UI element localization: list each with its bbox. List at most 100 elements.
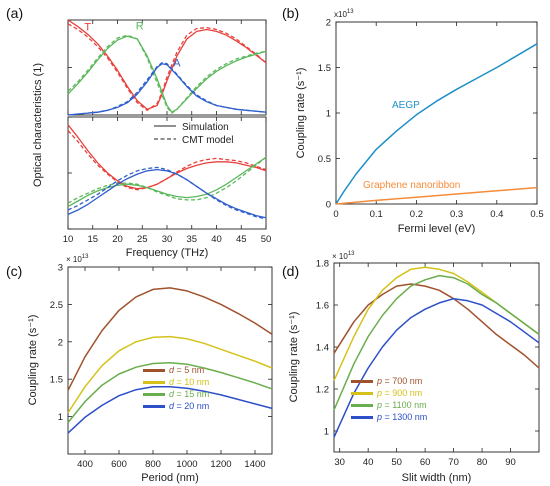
panel-d-series <box>333 266 540 381</box>
panel-a-xtick-label: 20 <box>112 234 123 245</box>
panel-c-series <box>67 287 273 391</box>
panel-c-xlabel: Period (nm) <box>141 472 198 484</box>
panel-a-xtick-label: 35 <box>186 234 197 245</box>
panel-a-xtick-label: 30 <box>162 234 173 245</box>
panel-a-series-A-solid <box>67 63 267 116</box>
panel-b-xtick-label: 0 <box>333 209 338 220</box>
panel-b-series <box>335 43 538 205</box>
panel-d-legend-swatch <box>351 404 373 407</box>
panel-c-legend-text: d = 10 nm <box>169 377 209 387</box>
panel-d-ytick-label: 1 <box>324 427 329 438</box>
panel-c-legend-swatch <box>143 393 165 396</box>
panel-c-label: (c) <box>6 263 22 279</box>
panel-d-ytick-label: 1.8 <box>316 259 329 270</box>
panel-c-ytick-label: 2 <box>58 337 63 348</box>
panel-d-xtick-label: 70 <box>448 457 459 468</box>
panel-b-multiplier: x1013 <box>334 9 354 19</box>
panel-d-ylabel: Coupling rate (s⁻¹) <box>288 312 300 403</box>
panel-c-xtick-label: 400 <box>77 459 93 470</box>
panel-b-frame <box>335 21 538 205</box>
panel-a-series-T-dashed <box>67 129 267 191</box>
panel-b-series-label: Graphene nanoribbon <box>363 180 460 191</box>
panel-c-legend-text: d = 15 nm <box>169 389 209 399</box>
panel-c-series <box>67 361 273 424</box>
panel-a-xtick-label: 40 <box>211 234 222 245</box>
panel-a-curve-label: T <box>84 21 91 33</box>
panel-a-curve-label: A <box>173 58 181 70</box>
panel-c-ylabel: Coupling rate (s⁻¹) <box>27 315 39 406</box>
panel-b-ylabel: Coupling rate (s⁻¹) <box>295 68 307 159</box>
panel-c-series <box>67 335 273 414</box>
panel-a-series-R-dashed <box>67 156 267 204</box>
panel-b-ytick-label: 0 <box>326 200 331 211</box>
panel-c-ytick-label: 1.5 <box>50 375 63 386</box>
panel-a-series-R-solid <box>67 35 267 113</box>
panel-a-series-A-dashed <box>67 62 267 116</box>
panel-b-label: (b) <box>282 5 299 21</box>
panel-c-frame <box>67 266 273 455</box>
panel-b-xtick-label: 0.2 <box>410 209 423 220</box>
panel-c-legend-text: d = 20 nm <box>169 401 209 411</box>
panel-c-legend-swatch <box>143 369 165 372</box>
panel-b-xtick-label: 0.1 <box>370 209 383 220</box>
panel-a-subplot-frame <box>67 19 267 116</box>
panel-d-ytick-label: 1.6 <box>316 301 329 312</box>
panel-c-legend-swatch <box>143 381 165 384</box>
panel-c-ytick-label: 3 <box>58 263 63 274</box>
panel-d-legend-swatch <box>351 392 373 395</box>
panel-b-xtick-label: 0.4 <box>490 209 503 220</box>
panel-d-label: (d) <box>282 263 299 279</box>
panel-c-ytick-label: 1 <box>58 412 63 423</box>
panel-d-xtick-label: 90 <box>505 457 516 468</box>
panel-a-series-R-dashed <box>67 34 267 114</box>
panel-a-curve-label: R <box>136 21 144 33</box>
panel-d-legend-text: p = 700 nm <box>376 376 422 386</box>
panel-d-xtick-label: 80 <box>477 457 488 468</box>
panel-c-xtick-label: 1200 <box>210 459 231 470</box>
panel-a-xtick-label: 45 <box>236 234 247 245</box>
panel-c-ytick-label: 2.5 <box>50 300 63 311</box>
panel-d-xtick-label: 60 <box>420 457 431 468</box>
panel-c-xtick-label: 600 <box>111 459 127 470</box>
panel-d-series <box>333 297 540 438</box>
panel-b-series <box>335 186 538 205</box>
panel-d-ytick-label: 1.4 <box>316 343 329 354</box>
panel-a-xtick-label: 10 <box>63 234 74 245</box>
panel-d-legend-swatch <box>351 416 373 419</box>
panel-b-ytick-label: 0.5 <box>318 154 331 165</box>
panel-d-legend-swatch <box>351 380 373 383</box>
panel-a-series-A-solid <box>67 168 267 219</box>
panel-c-legend-text: d = 5 nm <box>169 365 204 375</box>
panel-b-ytick-label: 1 <box>326 109 331 120</box>
panel-d-frame <box>333 262 540 453</box>
panel-a-xtick-label: 25 <box>137 234 148 245</box>
panel-a-series-A-dashed <box>67 166 267 220</box>
panel-b-ytick-label: 2 <box>326 18 331 29</box>
panel-d-legend-text: p = 900 nm <box>376 388 422 398</box>
panel-d-multiplier: × 1013 <box>332 251 355 261</box>
panel-c-xtick-label: 1000 <box>176 459 197 470</box>
panel-d-xtick-label: 30 <box>334 457 345 468</box>
panel-a-xtick-label: 15 <box>87 234 98 245</box>
panel-d-legend-text: p = 1300 nm <box>376 412 427 422</box>
panel-a-label: (a) <box>6 5 23 21</box>
panel-c-xtick-label: 800 <box>145 459 161 470</box>
panel-a-xlabel: Frequency (THz) <box>126 247 209 259</box>
panel-a-subplot-frame <box>67 116 267 230</box>
panel-a-series-R-solid <box>67 156 267 208</box>
panel-c-multiplier: × 1013 <box>66 254 89 264</box>
panel-d-series <box>333 283 540 369</box>
panel-c-series <box>67 385 273 434</box>
panel-c-xtick-label: 1400 <box>244 459 265 470</box>
panel-d-xtick-label: 50 <box>391 457 402 468</box>
panel-b-ytick-label: 1.5 <box>318 63 331 74</box>
panel-a-series-T-solid <box>67 19 267 110</box>
panel-a-legend-text: CMT model <box>182 135 234 146</box>
panel-d-xtick-label: 40 <box>363 457 374 468</box>
panel-d-xlabel: Slit width (nm) <box>402 472 472 484</box>
panel-a-ylabel: Optical characteristics (1) <box>32 63 44 187</box>
panel-d-series <box>333 274 540 411</box>
panel-a-xtick-label: 50 <box>261 234 272 245</box>
panel-b-xtick-label: 0.3 <box>450 209 463 220</box>
